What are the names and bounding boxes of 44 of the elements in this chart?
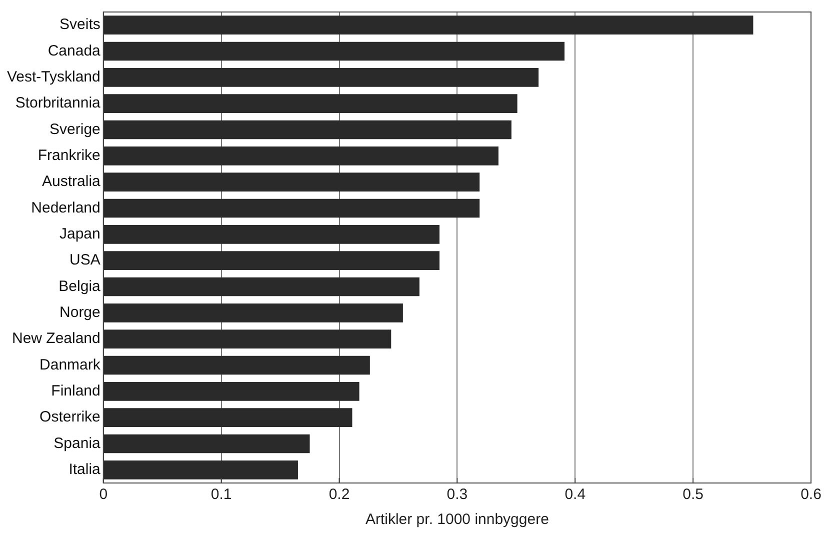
x-tick-label: 0.1 <box>210 486 232 504</box>
bar <box>103 68 539 87</box>
y-tick-label: Sveits <box>60 16 100 34</box>
x-tick-label: 0.4 <box>564 486 586 504</box>
x-tick-label: 0 <box>99 486 108 504</box>
bar <box>103 408 352 428</box>
y-tick-label: Finland <box>51 382 100 400</box>
bar <box>103 146 498 166</box>
bar <box>103 434 310 454</box>
y-tick-label: Italia <box>68 461 102 478</box>
y-tick-label: Belgia <box>58 278 102 295</box>
y-tick-label: Sverige <box>50 120 100 138</box>
y-tick-label: Frankrike <box>38 147 100 164</box>
bar <box>103 460 298 480</box>
x-tick-label: 0.3 <box>446 486 468 504</box>
y-tick-label: Canada <box>48 42 102 60</box>
y-tick-label: Norge <box>60 304 100 322</box>
y-tick-label: USA <box>70 252 100 269</box>
x-tick-label: 0.6 <box>800 486 822 504</box>
y-tick-label: Australia <box>42 173 102 190</box>
bar <box>103 42 565 61</box>
bar <box>103 356 370 375</box>
y-tick-label: New Zealand <box>12 330 100 348</box>
bar <box>103 198 480 218</box>
y-tick-label: Danmark <box>40 356 101 374</box>
bar <box>103 224 440 244</box>
bar <box>103 120 512 140</box>
bar <box>103 382 360 401</box>
bar <box>103 16 754 35</box>
bar <box>103 94 518 114</box>
x-tick-label: 0.2 <box>328 486 350 504</box>
y-tick-label: Storbritannia <box>15 94 102 112</box>
y-tick-label: Osterrike <box>40 408 100 426</box>
bar <box>103 330 392 349</box>
x-axis-title: Artikler pr. 1000 innbyggere <box>365 511 549 528</box>
bar <box>103 251 440 270</box>
x-tick-label: 0.5 <box>682 486 704 504</box>
bar <box>103 172 480 192</box>
y-tick-label: Nederland <box>31 199 100 216</box>
bar <box>103 303 403 322</box>
bar <box>103 277 420 296</box>
y-tick-label: Spania <box>54 434 102 452</box>
y-tick-label: Japan <box>60 226 100 243</box>
y-tick-label: Vest-Tyskland <box>6 68 100 86</box>
